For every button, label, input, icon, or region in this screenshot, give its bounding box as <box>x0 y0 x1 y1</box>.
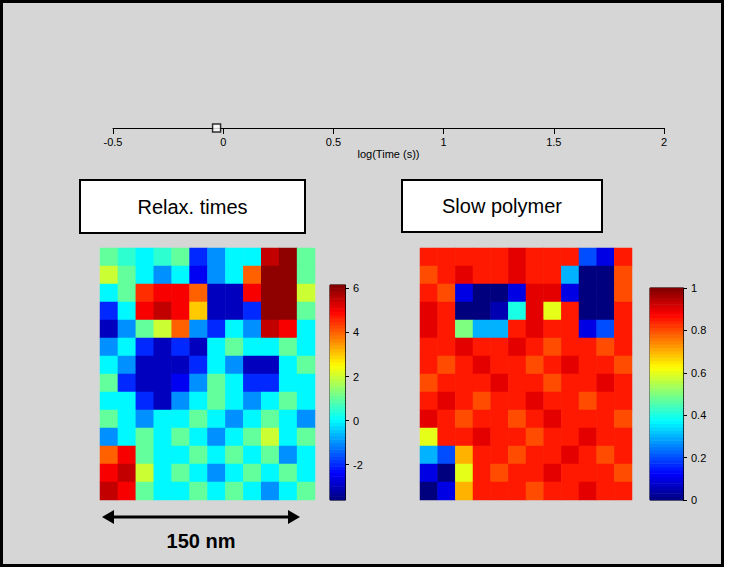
svg-text:0.6: 0.6 <box>691 367 706 379</box>
svg-text:0: 0 <box>220 136 226 148</box>
svg-text:Slow polymer: Slow polymer <box>442 195 562 217</box>
svg-text:-2: -2 <box>353 459 363 471</box>
svg-text:2: 2 <box>353 371 359 383</box>
svg-text:1.5: 1.5 <box>546 136 561 148</box>
svg-text:1: 1 <box>441 136 447 148</box>
svg-text:0.8: 0.8 <box>691 324 706 336</box>
svg-text:1: 1 <box>691 282 697 294</box>
svg-text:150 nm: 150 nm <box>167 530 236 552</box>
svg-text:0.2: 0.2 <box>691 452 706 464</box>
svg-text:4: 4 <box>353 326 359 338</box>
svg-text:6: 6 <box>353 282 359 294</box>
svg-text:Relax. times: Relax. times <box>137 196 247 218</box>
svg-text:0: 0 <box>353 415 359 427</box>
svg-text:log(Time (s)): log(Time (s)) <box>358 148 420 160</box>
svg-text:2: 2 <box>661 136 667 148</box>
svg-text:0.5: 0.5 <box>326 136 341 148</box>
svg-text:0: 0 <box>691 494 697 506</box>
svg-text:-0.5: -0.5 <box>104 136 123 148</box>
svg-text:0.4: 0.4 <box>691 409 706 421</box>
